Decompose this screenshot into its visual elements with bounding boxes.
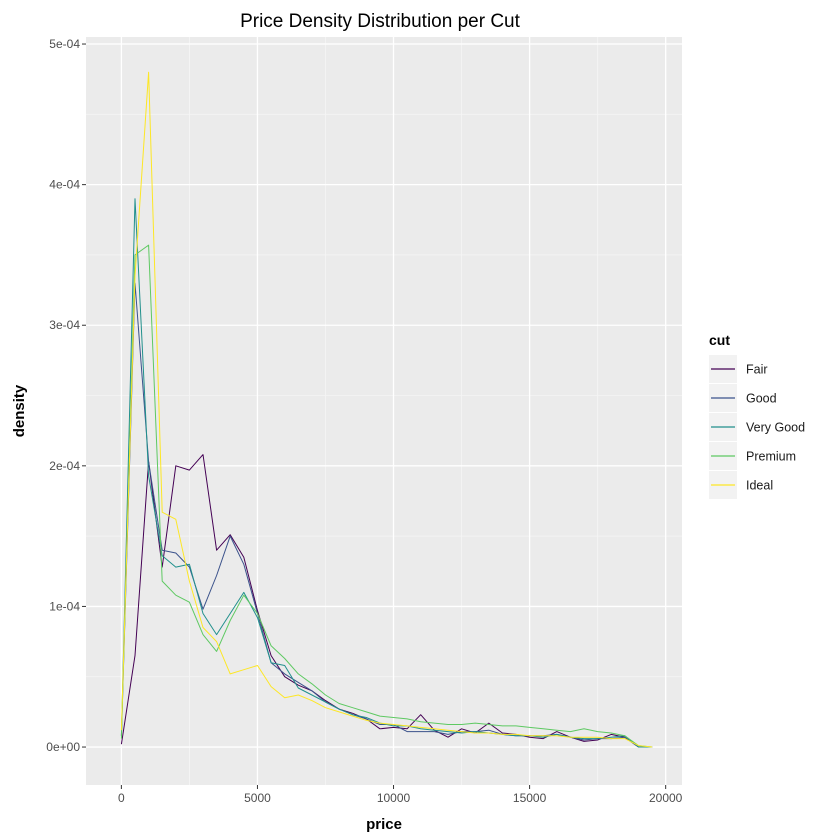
series-line-premium <box>120 244 653 748</box>
legend-label-ideal: Ideal <box>746 479 773 493</box>
x-tick-label: 20000 <box>649 791 683 805</box>
y-axis-title: density <box>11 384 28 437</box>
x-tick-label: 15000 <box>513 791 547 805</box>
y-tick-label: 3e-04 <box>49 318 80 332</box>
series-line-ideal <box>120 71 653 748</box>
x-axis-title: price <box>366 816 402 833</box>
x-axis-ticks: 0 5000 10000 15000 20000 <box>118 785 683 805</box>
y-tick-label: 0e+00 <box>46 740 80 754</box>
x-tick-label: 10000 <box>377 791 411 805</box>
series-line-very-good <box>120 198 653 748</box>
y-tick-label: 4e-04 <box>49 178 80 192</box>
legend-label-good: Good <box>746 392 777 406</box>
legend-label-premium: Premium <box>746 450 796 464</box>
y-axis-ticks: 0e+00 1e-04 2e-04 3e-04 4e-04 5e-04 <box>46 37 86 754</box>
series-line-fair <box>120 454 653 748</box>
legend-label-fair: Fair <box>746 363 768 377</box>
legend: cut Fair Good Very Good Premium Ideal <box>709 332 805 499</box>
minor-gridlines <box>86 37 682 785</box>
x-tick-label: 5000 <box>244 791 271 805</box>
y-tick-label: 2e-04 <box>49 459 80 473</box>
legend-label-very-good: Very Good <box>746 421 805 435</box>
series-lines <box>120 71 653 748</box>
y-tick-label: 1e-04 <box>49 599 80 613</box>
chart-title: Price Density Distribution per Cut <box>240 11 521 32</box>
legend-title: cut <box>709 332 730 348</box>
y-tick-label: 5e-04 <box>49 37 80 51</box>
plot-panel <box>86 37 682 785</box>
x-tick-label: 0 <box>118 791 125 805</box>
major-gridlines <box>86 37 682 785</box>
